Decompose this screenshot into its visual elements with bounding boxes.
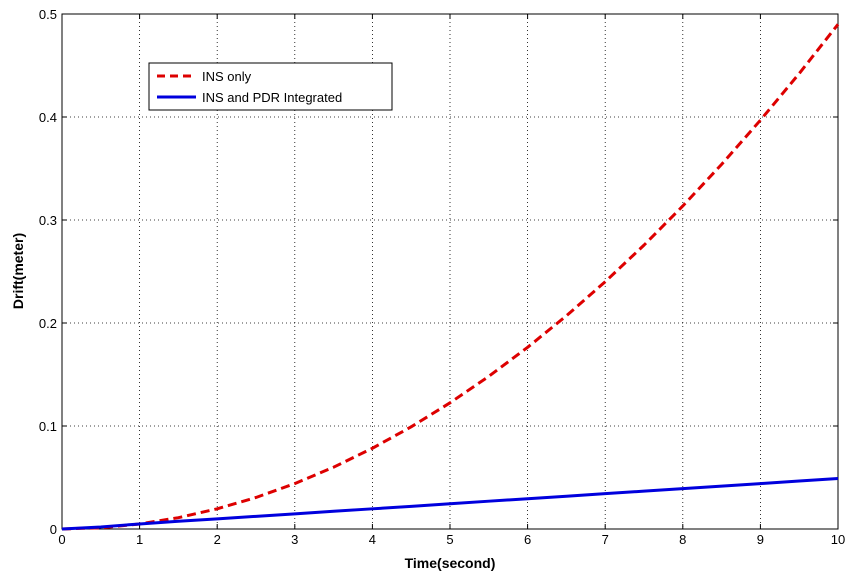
x-axis-title: Time(second) [405,555,496,571]
y-tick-label: 0.1 [39,419,57,434]
x-tick-label: 9 [757,532,764,547]
y-tick-label: 0.2 [39,316,57,331]
x-axis: 0 1 2 3 4 5 6 7 8 9 10 [58,14,845,547]
y-tick-label: 0.3 [39,213,57,228]
legend-label-ins-pdr: INS and PDR Integrated [202,90,342,105]
x-tick-label: 6 [524,532,531,547]
y-axis-title: Drift(meter) [10,233,26,309]
x-tick-label: 5 [446,532,453,547]
x-tick-label: 4 [369,532,376,547]
x-tick-label: 0 [58,532,65,547]
x-tick-label: 10 [831,532,845,547]
y-tick-label: 0.5 [39,7,57,22]
y-axis: 0 0.1 0.2 0.3 0.4 0.5 [39,7,838,537]
grid [62,14,838,529]
series-line-1 [61,477,839,531]
legend: INS only INS and PDR Integrated [148,62,393,111]
y-tick-label: 0 [50,522,57,537]
x-tick-label: 3 [291,532,298,547]
x-tick-label: 1 [136,532,143,547]
x-tick-label: 7 [602,532,609,547]
series-layer [61,23,840,531]
x-tick-label: 2 [214,532,221,547]
y-tick-label: 0.4 [39,110,57,125]
legend-box [148,62,393,111]
legend-label-ins-only: INS only [202,69,252,84]
series-line-0 [61,23,840,531]
x-tick-label: 8 [679,532,686,547]
